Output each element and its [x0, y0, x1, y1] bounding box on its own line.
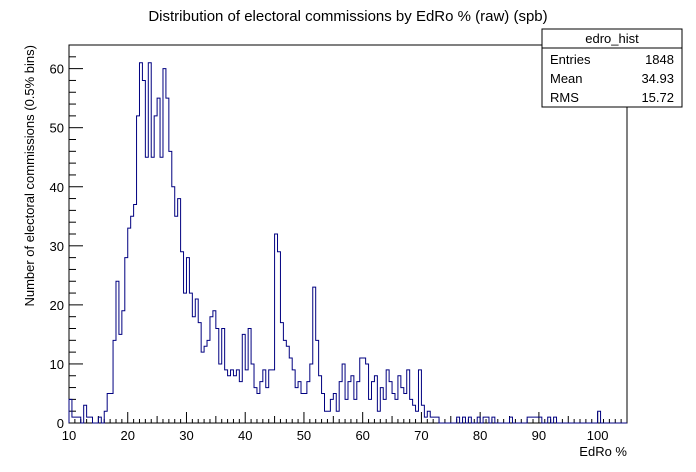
y-tick-label: 50 — [50, 121, 64, 136]
x-tick-label: 10 — [62, 428, 76, 443]
y-axis-label: Number of electoral commissions (0.5% bi… — [22, 45, 37, 307]
x-tick-label: 30 — [179, 428, 193, 443]
stats-rms-value: 15.72 — [641, 90, 674, 105]
x-tick-label: 90 — [532, 428, 546, 443]
x-axis-label: EdRo % — [579, 444, 627, 459]
y-tick-label: 10 — [50, 357, 64, 372]
y-axis: 0 10 20 30 40 50 60 — [50, 44, 83, 431]
y-tick-label: 0 — [57, 416, 64, 431]
x-tick-label: 50 — [297, 428, 311, 443]
stats-box-name: edro_hist — [585, 31, 639, 46]
stats-rms-label: RMS — [550, 90, 579, 105]
x-tick-label: 40 — [238, 428, 252, 443]
x-tick-label: 80 — [473, 428, 487, 443]
stats-mean-value: 34.93 — [641, 71, 674, 86]
stats-entries-label: Entries — [550, 52, 591, 67]
x-axis: 10 20 30 40 50 60 70 80 90 100 — [62, 412, 628, 443]
x-tick-label: 20 — [121, 428, 135, 443]
stats-entries-value: 1848 — [645, 52, 674, 67]
stats-box: edro_hist Entries 1848 Mean 34.93 RMS 15… — [541, 28, 683, 108]
y-tick-label: 60 — [50, 62, 64, 77]
histogram-series — [68, 62, 627, 424]
chart-title: Distribution of electoral commissions by… — [148, 8, 547, 25]
y-tick-label: 40 — [50, 180, 64, 195]
stats-mean-label: Mean — [550, 71, 583, 86]
x-tick-label: 60 — [355, 428, 369, 443]
x-tick-label: 100 — [587, 428, 609, 443]
y-tick-label: 30 — [50, 239, 64, 254]
y-tick-label: 20 — [50, 298, 64, 313]
stats-box-frame — [541, 28, 683, 108]
x-tick-label: 70 — [414, 428, 428, 443]
